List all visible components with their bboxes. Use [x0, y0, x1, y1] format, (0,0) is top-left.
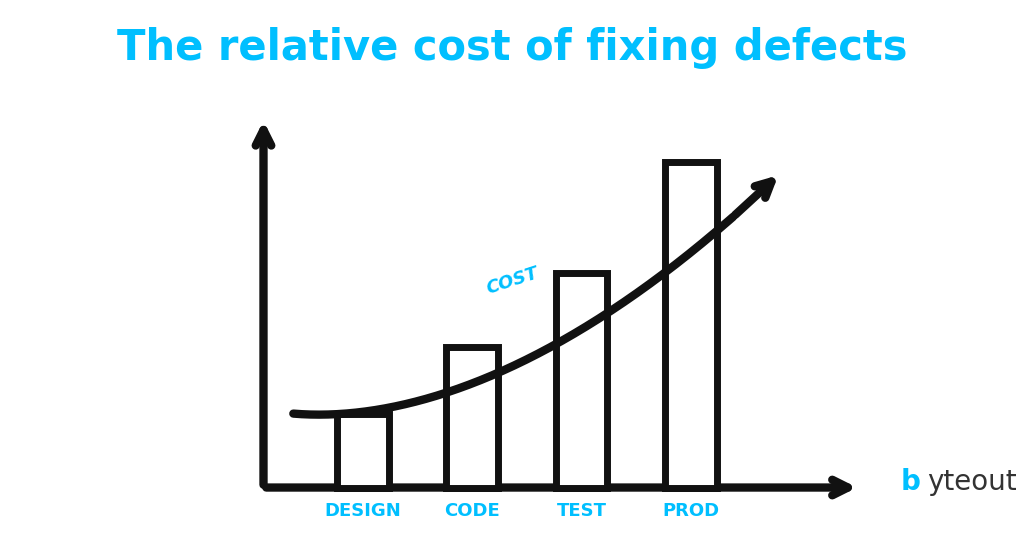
Text: CODE: CODE [444, 502, 500, 520]
Text: The relative cost of fixing defects: The relative cost of fixing defects [117, 27, 907, 69]
Bar [556, 273, 607, 488]
Text: b: b [901, 468, 921, 496]
Bar [337, 414, 389, 488]
Bar [446, 347, 498, 488]
Bar [665, 162, 717, 488]
Text: DESIGN: DESIGN [325, 502, 401, 520]
Text: COST: COST [483, 264, 541, 297]
Text: TEST: TEST [557, 502, 606, 520]
Text: yteout: yteout [927, 468, 1017, 496]
Text: PROD: PROD [663, 502, 720, 520]
